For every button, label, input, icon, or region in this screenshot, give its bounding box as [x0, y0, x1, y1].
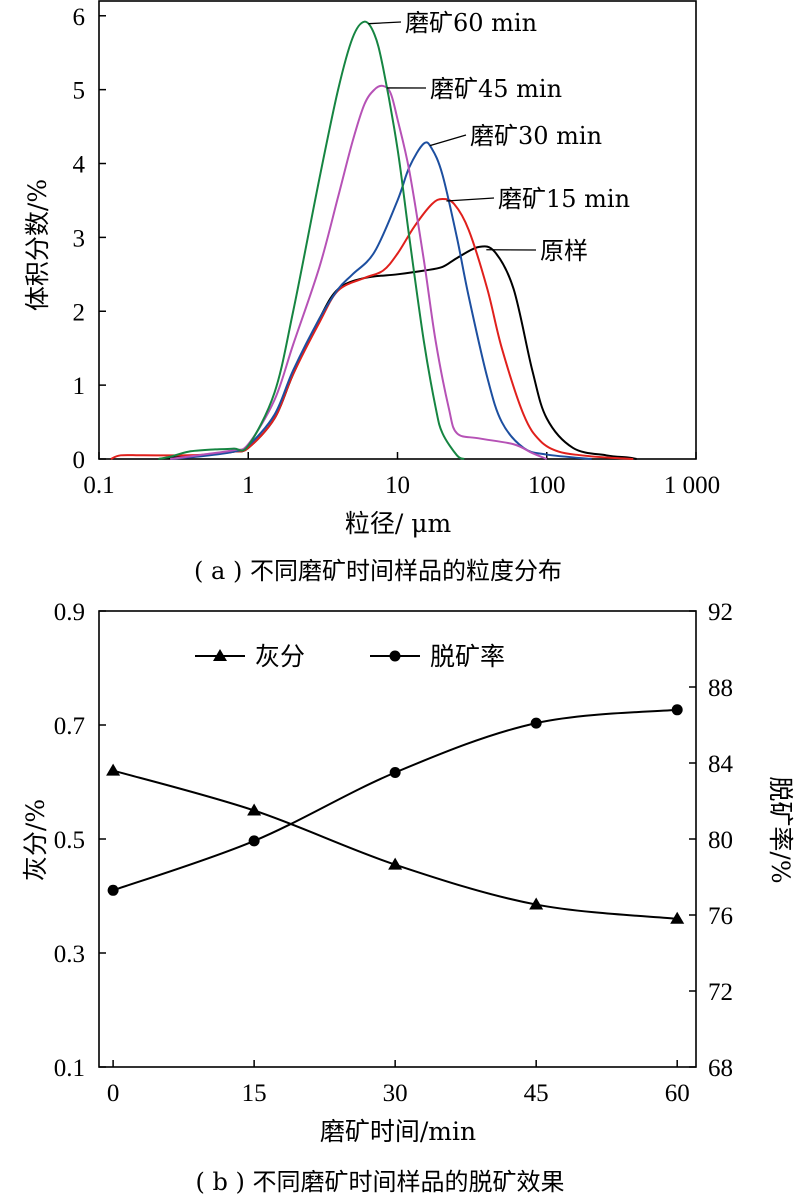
y-right-tick-label: 84: [708, 751, 734, 778]
series-line-灰分: [112, 769, 678, 920]
y-right-tick-label: 72: [708, 979, 733, 1006]
annotation-label: 磨矿30 min: [470, 122, 602, 150]
annotation-leader: [429, 134, 467, 147]
caption-b: ( b ) 不同磨矿时间样品的脱矿效果: [196, 1168, 565, 1196]
data-point-脱矿率: [107, 884, 119, 896]
x-axis-ticks-a: 0.1 1 10 100 1 000: [83, 452, 720, 499]
annotation-label: 磨矿60 min: [405, 9, 537, 37]
y-tick-label: 3: [73, 225, 86, 252]
y-tick-label: 5: [73, 78, 86, 105]
y-left-tick-label: 0.1: [54, 1055, 85, 1082]
data-point-脱矿率: [530, 717, 542, 729]
x-tick-label: 60: [665, 1080, 690, 1107]
annotation-leader: [446, 197, 495, 202]
legend-b: 灰分 脱矿率: [195, 642, 505, 671]
annotation-leader: [368, 21, 402, 25]
x-tick-label: 45: [524, 1080, 549, 1107]
y-tick-label: 6: [73, 4, 86, 31]
plot-frame-b: [98, 610, 697, 1068]
x-tick-label: 30: [383, 1080, 408, 1107]
x-tick-label: 15: [242, 1080, 267, 1107]
y-right-tick-label: 80: [708, 827, 733, 854]
legend-marker: [389, 650, 401, 662]
y-right-tick-label: 68: [708, 1055, 733, 1082]
y-axis-label-a: 体积分数/%: [23, 179, 52, 311]
annotation-label: 磨矿45 min: [430, 75, 562, 103]
y-right-tick-label: 92: [708, 599, 733, 626]
series-lines-a: [110, 20, 637, 460]
y-tick-label: 2: [73, 299, 86, 326]
y-tick-label: 1: [73, 373, 86, 400]
series-line-磨矿45-min: [170, 84, 548, 460]
y-right-axis-label-b: 脱矿率/%: [766, 776, 795, 883]
series-line-磨矿60-min: [158, 20, 465, 460]
caption-a: ( a ) 不同磨矿时间样品的粒度分布: [194, 557, 562, 585]
x-tick-label: 0.1: [83, 472, 114, 499]
y-left-tick-label: 0.7: [54, 713, 85, 740]
series-line-磨矿30-min: [170, 141, 592, 460]
data-point-灰分: [529, 897, 544, 910]
annotation-label: 磨矿15 min: [498, 185, 630, 213]
x-axis-label-a: 粒径/ μm: [345, 509, 452, 538]
series-lines-b: [106, 704, 685, 924]
x-axis-label-b: 磨矿时间/min: [320, 1117, 476, 1146]
y-left-tick-label: 0.9: [54, 599, 85, 626]
y-right-tick-label: 76: [708, 903, 733, 930]
x-tick-label: 10: [385, 472, 410, 499]
y-right-axis-ticks-b: 68 72 76 80 84 88 92: [689, 599, 734, 1082]
data-point-脱矿率: [248, 835, 260, 847]
data-point-灰分: [247, 803, 262, 816]
legend-label: 脱矿率: [430, 642, 505, 671]
x-tick-label: 100: [528, 472, 566, 499]
y-left-tick-label: 0.3: [54, 941, 85, 968]
data-point-脱矿率: [389, 767, 401, 778]
panel-b: 0 15 30 45 60 0.1 0.3 0.5 0.7 0.9 68 72 76 80 84 88 92…: [21, 599, 795, 1196]
y-axis-ticks-a: 0 1 2 3 4 5 6: [73, 4, 106, 474]
y-left-axis-label-b: 灰分/%: [21, 799, 50, 881]
series-line-原样: [158, 245, 637, 460]
y-tick-label: 0: [73, 447, 86, 474]
data-point-脱矿率: [671, 704, 683, 716]
y-left-tick-label: 0.5: [54, 827, 85, 854]
data-point-灰分: [670, 911, 685, 924]
annotation-label: 原样: [540, 237, 588, 265]
y-right-tick-label: 88: [708, 675, 733, 702]
x-tick-label: 1: [242, 472, 255, 499]
data-point-灰分: [106, 763, 121, 776]
y-tick-label: 4: [73, 152, 86, 179]
data-point-灰分: [388, 857, 403, 870]
plot-frame-a: [98, 0, 697, 460]
x-tick-label: 0: [107, 1080, 120, 1107]
legend-label: 灰分: [255, 642, 305, 671]
y-left-axis-ticks-b: 0.1 0.3 0.5 0.7 0.9: [54, 599, 106, 1082]
x-tick-label: 1 000: [664, 472, 720, 499]
legend-marker: [213, 649, 227, 661]
x-axis-ticks-b: 0 15 30 45 60: [107, 1060, 690, 1107]
annotations-a: 磨矿60 min 磨矿45 min 磨矿30 min 磨矿15 min 原样: [368, 9, 630, 265]
